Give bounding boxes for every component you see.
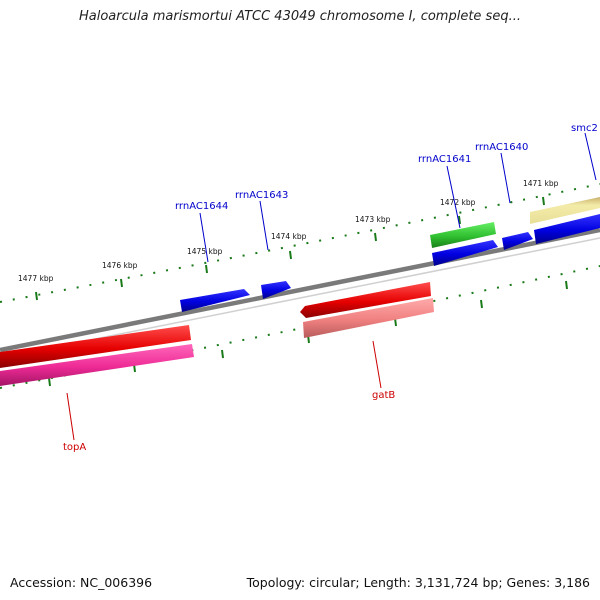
gene-label-gatB[interactable]: gatB bbox=[372, 390, 395, 401]
gene-label-rrnAC1643[interactable]: rrnAC1643 bbox=[235, 190, 288, 201]
leader-rrnAC1640 bbox=[500, 152, 511, 204]
gene-smc2-bar[interactable] bbox=[530, 197, 600, 224]
leader-topA bbox=[66, 392, 75, 441]
leader-rrnAC1641 bbox=[446, 165, 461, 229]
leader-gatB bbox=[372, 340, 382, 389]
gene-label-rrnAC1640[interactable]: rrnAC1640 bbox=[475, 142, 528, 153]
leader-rrnAC1644 bbox=[199, 212, 209, 263]
ruler-upper-ticks bbox=[35, 196, 545, 301]
gene-label-rrnAC1641[interactable]: rrnAC1641 bbox=[418, 154, 471, 165]
ruler-label: 1472 kbp bbox=[440, 198, 476, 207]
gene-gatB-bar[interactable] bbox=[300, 282, 431, 318]
ruler-label: 1475 kbp bbox=[187, 247, 223, 256]
ruler-label: 1476 kbp bbox=[102, 261, 138, 270]
ruler-label: 1473 kbp bbox=[355, 215, 391, 224]
accession-text: Accession: NC_006396 bbox=[10, 575, 153, 590]
map-title: Haloarcula marismortui ATCC 43049 chromo… bbox=[79, 9, 521, 24]
gene-gatB-sub-bar[interactable] bbox=[303, 298, 434, 338]
gene-blue-bar-1[interactable] bbox=[180, 289, 250, 312]
genome-backbone bbox=[0, 227, 600, 353]
ruler-label: 1474 kbp bbox=[271, 232, 307, 241]
summary-text: Topology: circular; Length: 3,131,724 bp… bbox=[246, 575, 590, 590]
gene-label-topA[interactable]: topA bbox=[63, 442, 86, 453]
ruler-label: 1471 kbp bbox=[523, 179, 559, 188]
gene-label-smc2[interactable]: smc2 bbox=[571, 123, 598, 134]
gene-label-rrnAC1644[interactable]: rrnAC1644 bbox=[175, 201, 228, 212]
gene-blue-bar-4[interactable] bbox=[502, 232, 533, 250]
gene-blue-bar-3[interactable] bbox=[432, 240, 498, 266]
leader-rrnAC1643 bbox=[259, 200, 269, 251]
ruler-label: 1477 kbp bbox=[18, 274, 54, 283]
gene-blue-bar-5[interactable] bbox=[534, 214, 600, 244]
gene-rrnAC1641-bar[interactable] bbox=[430, 222, 496, 248]
gene-topA-sub-bar[interactable] bbox=[0, 344, 194, 386]
gene-topA-bar[interactable] bbox=[0, 325, 191, 368]
leader-smc2 bbox=[584, 132, 597, 181]
gene-blue-bar-2[interactable] bbox=[261, 281, 291, 299]
